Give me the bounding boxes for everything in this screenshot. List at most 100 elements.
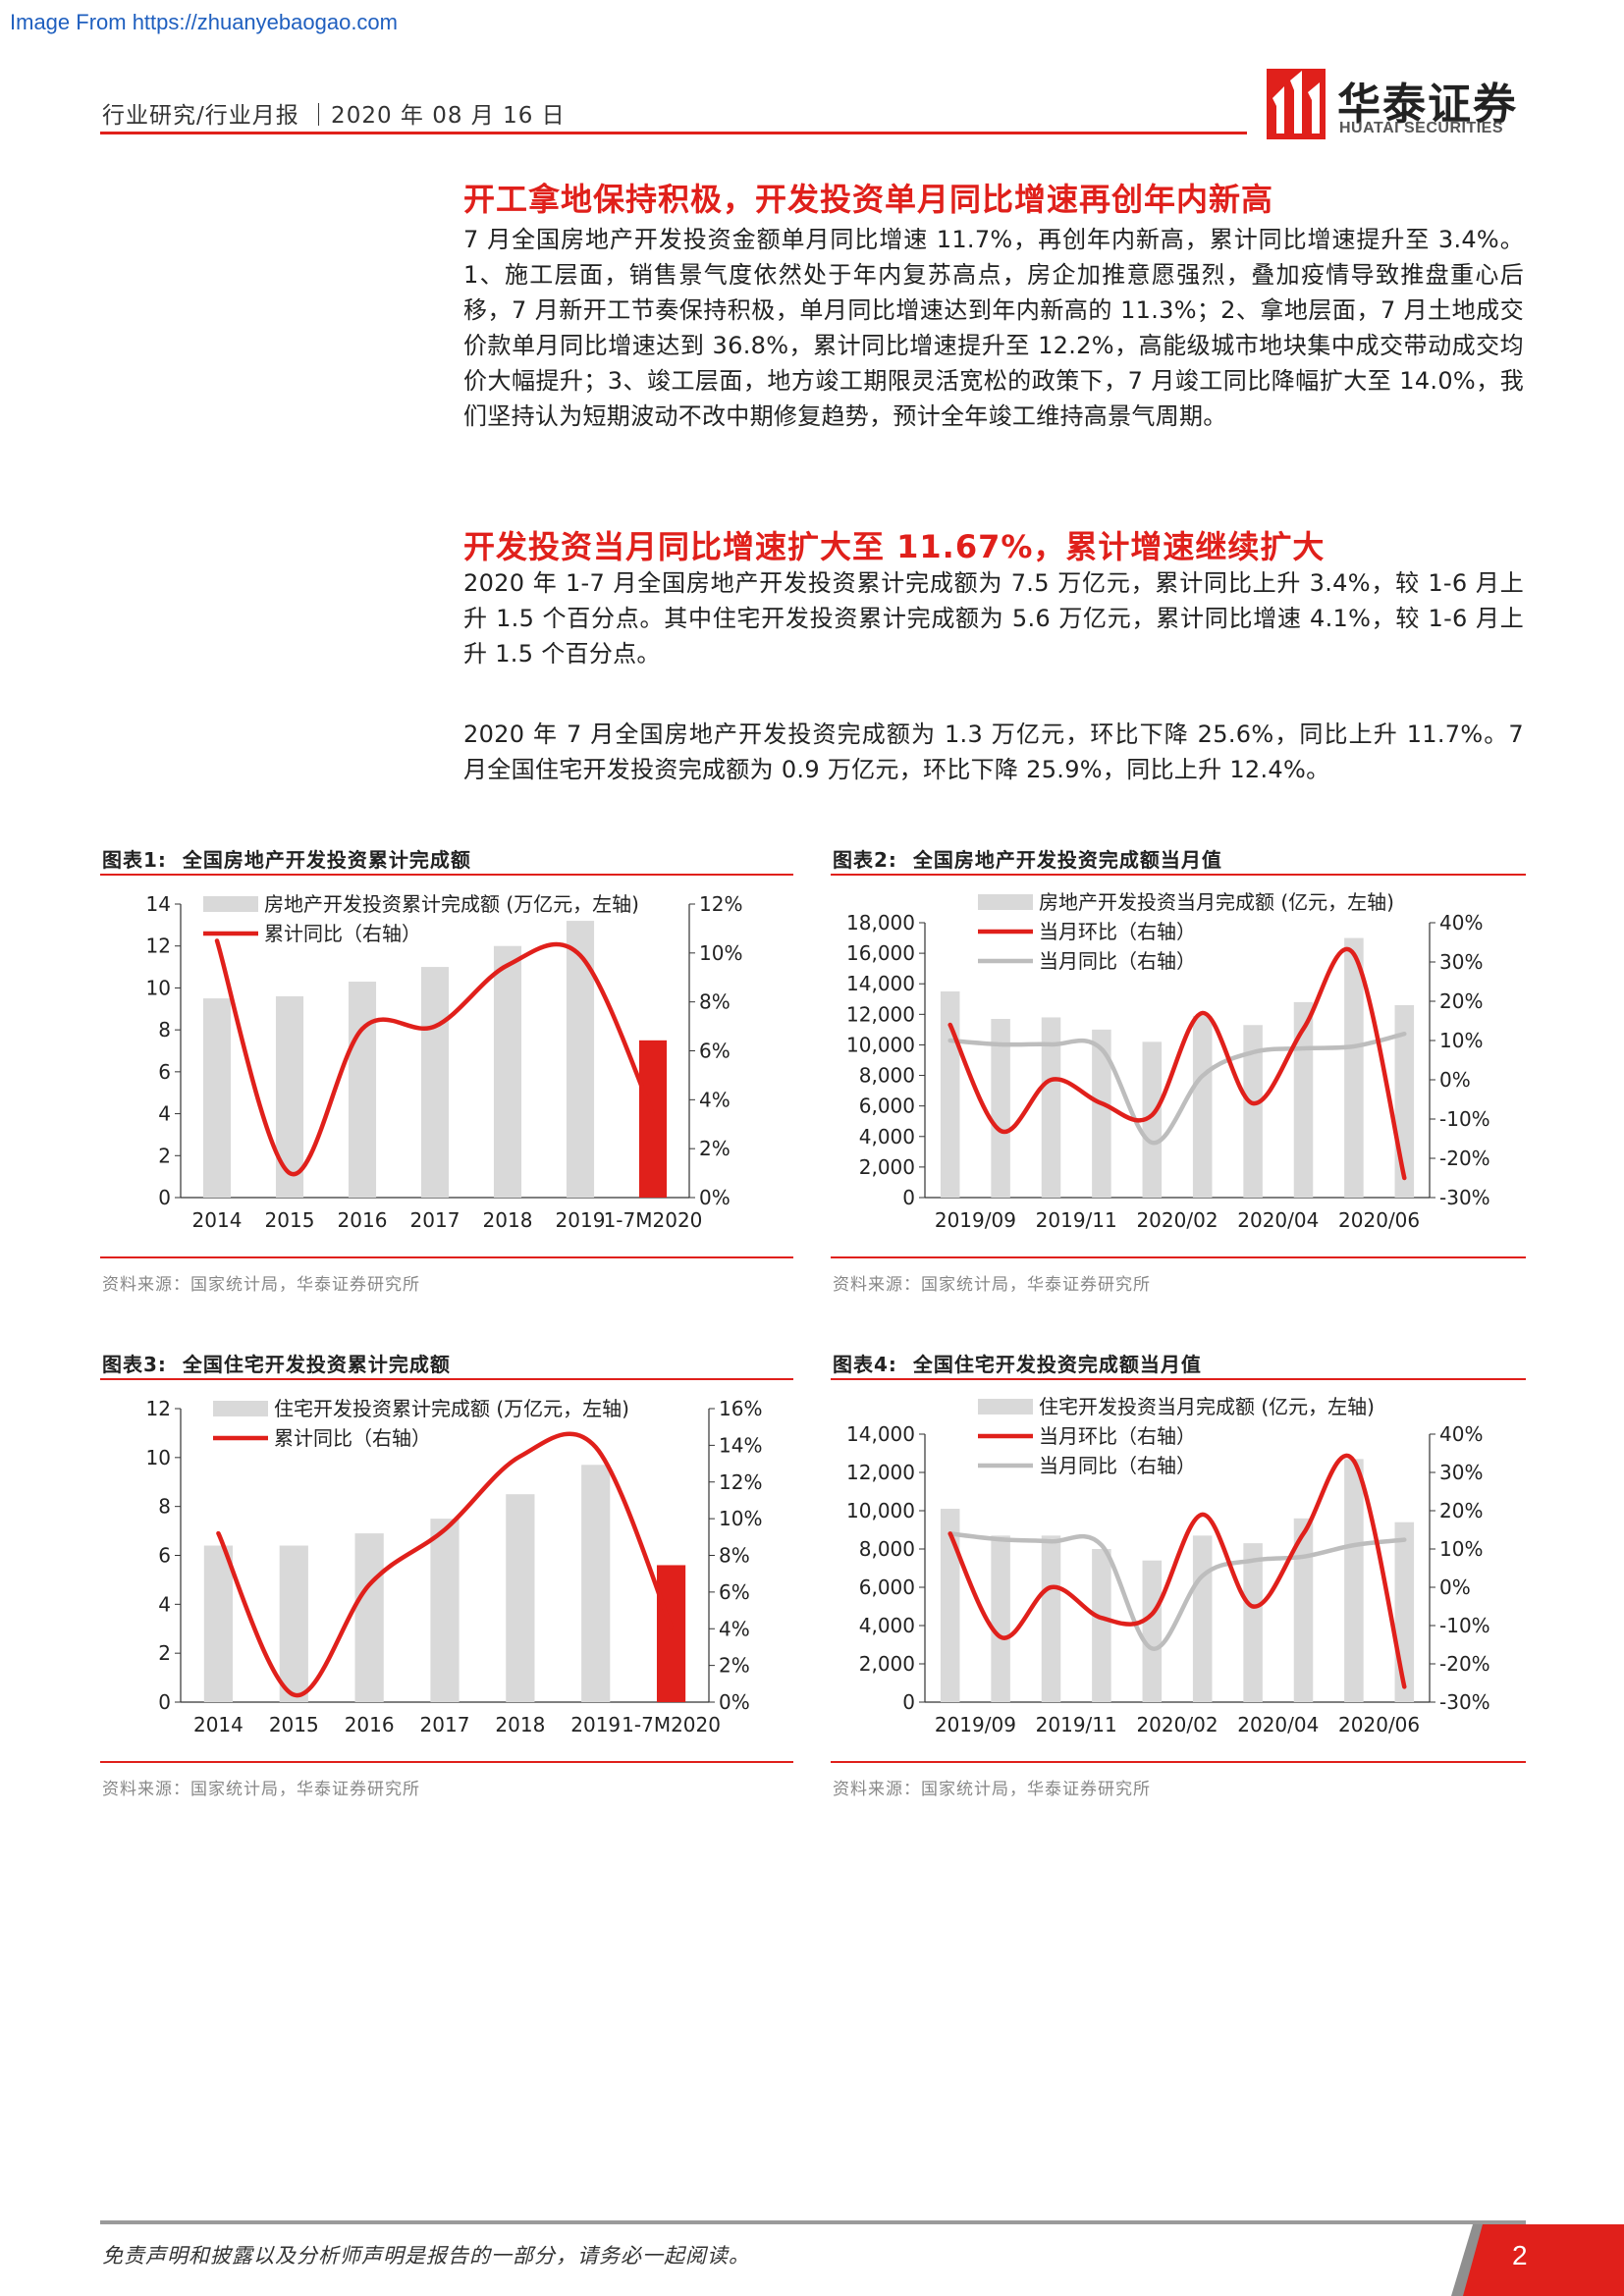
figure-1-source: 资料来源：国家统计局，华泰证券研究所 — [102, 1275, 420, 1295]
series-line — [216, 1431, 674, 1698]
y-tick-label-left: 10,000 — [846, 1033, 915, 1056]
y-tick-label-left: 8 — [158, 1495, 171, 1519]
bar — [420, 967, 450, 1198]
y-tick-label-left: 6 — [158, 1544, 171, 1568]
figure-4-title: 图表4: 全国住宅开发投资完成额当月值 — [833, 1349, 1202, 1377]
x-tick-label: 2019/11 — [1036, 1208, 1117, 1232]
page-number-tab — [1451, 2224, 1624, 2296]
bar — [1394, 1522, 1415, 1702]
figure-2-bottom-rule — [831, 1256, 1526, 1258]
bar — [566, 921, 595, 1198]
y-tick-label-left: 0 — [158, 1186, 171, 1209]
x-tick-label: 2020/04 — [1237, 1713, 1319, 1736]
y-tick-label-right: 0% — [1439, 1575, 1471, 1599]
figure-3-top-rule — [100, 1378, 793, 1380]
x-tick-label: 2019/09 — [935, 1208, 1016, 1232]
series-line — [947, 1453, 1407, 1689]
y-tick-label-right: 10% — [1439, 1029, 1483, 1052]
bar — [1041, 1535, 1061, 1702]
bar — [202, 998, 232, 1198]
y-tick-label-left: 14,000 — [846, 972, 915, 995]
series-line — [947, 946, 1407, 1181]
bar — [1092, 1029, 1111, 1198]
y-tick-label-right: 4% — [719, 1617, 750, 1640]
y-tick-label-right: 16% — [719, 1397, 762, 1420]
legend-swatch — [978, 894, 1033, 910]
y-tick-label-left: 2 — [158, 1641, 171, 1665]
y-tick-label-left: 8,000 — [859, 1537, 915, 1561]
y-tick-label-left: 10,000 — [846, 1499, 915, 1522]
x-tick-label: 2019 — [570, 1713, 621, 1736]
y-tick-label-right: 30% — [1439, 1461, 1483, 1484]
header-divider — [100, 132, 1247, 134]
section-paragraph: 2020 年 7 月全国房地产开发投资完成额为 1.3 万亿元，环比下降 25.… — [463, 721, 1524, 783]
y-tick-label-left: 12 — [146, 1397, 171, 1420]
x-tick-label: 2016 — [338, 1208, 388, 1232]
legend-label: 当月同比（右轴） — [1039, 1454, 1196, 1477]
bar — [506, 1494, 535, 1702]
y-tick-label-left: 2 — [158, 1144, 171, 1167]
x-tick-label: 2019 — [556, 1208, 606, 1232]
bar — [581, 1465, 611, 1702]
legend-label: 住宅开发投资累计完成额 (万亿元，左轴) — [274, 1397, 629, 1420]
x-tick-label: 2019/11 — [1036, 1713, 1117, 1736]
y-tick-label-left: 0 — [158, 1690, 171, 1714]
y-tick-label-right: -20% — [1439, 1147, 1490, 1170]
x-tick-label: 2016 — [345, 1713, 395, 1736]
chart-4: 0 2,000 4,000 6,000 8,000 10,000 12,000 14,000 -… — [846, 1395, 1490, 1736]
y-tick-label-left: 14 — [146, 892, 171, 916]
x-tick-label: 2014 — [192, 1208, 243, 1232]
bar — [991, 1019, 1010, 1198]
report-header: 行业研究/行业月报 ｜2020 年 08 月 16 日 — [102, 103, 566, 129]
bar — [1142, 1041, 1163, 1198]
figure-caption: 全国房地产开发投资累计完成额 — [182, 848, 471, 872]
logo-text-en: HUATAI SECURITIES — [1339, 120, 1504, 136]
y-tick-label-right: 40% — [1439, 1422, 1483, 1446]
figure-2-title: 图表2: 全国房地产开发投资完成额当月值 — [833, 844, 1222, 873]
bar — [1243, 1543, 1263, 1702]
x-tick-label: 2020/06 — [1338, 1208, 1420, 1232]
y-tick-label-left: 10 — [146, 1446, 171, 1469]
figure-3-bottom-rule — [100, 1761, 793, 1763]
bar — [1192, 1015, 1213, 1198]
y-tick-label-left: 4 — [158, 1102, 171, 1126]
x-tick-label: 2020/04 — [1237, 1208, 1319, 1232]
y-tick-label-left: 8,000 — [859, 1064, 915, 1088]
bar — [1344, 937, 1364, 1198]
y-tick-label-left: 2,000 — [859, 1652, 915, 1676]
y-tick-label-left: 6 — [158, 1060, 171, 1084]
x-tick-label: 2015 — [265, 1208, 315, 1232]
bar — [991, 1535, 1010, 1702]
bar — [1092, 1549, 1111, 1702]
y-tick-label-right: 30% — [1439, 950, 1483, 974]
y-tick-label-left: 4,000 — [859, 1125, 915, 1148]
figure-4-bottom-rule — [831, 1761, 1526, 1763]
section-heading: 开工拿地保持积极，开发投资单月同比增速再创年内新高 — [463, 181, 1274, 218]
bar — [1192, 1535, 1213, 1702]
x-tick-label: 2019/09 — [935, 1713, 1016, 1736]
y-tick-label-right: 2% — [719, 1654, 750, 1678]
legend-label: 累计同比（右轴） — [264, 922, 421, 945]
y-tick-label-right: 0% — [699, 1186, 731, 1209]
y-tick-label-left: 16,000 — [846, 941, 915, 965]
y-tick-label-right: 6% — [699, 1040, 731, 1063]
y-tick-label-left: 8 — [158, 1018, 171, 1041]
chart-1: 0 2 4 6 8 10 12 14 0% 2% 4% 6% 8% 10% 12% 2014 2015 2016 2… — [146, 892, 743, 1232]
chart-3: 0 2 4 6 8 10 12 0% 2% 4% 6% 8% 10% 12% 14% 16% 2014 2015 2… — [146, 1397, 763, 1736]
y-tick-label-left: 14,000 — [846, 1422, 915, 1446]
x-tick-label: 2017 — [420, 1713, 470, 1736]
y-tick-label-left: 6,000 — [859, 1095, 915, 1118]
y-tick-label-left: 0 — [902, 1690, 915, 1714]
y-tick-label-left: 4 — [158, 1592, 171, 1616]
y-tick-label-left: 6,000 — [859, 1575, 915, 1599]
bar — [1142, 1560, 1163, 1702]
huatai-logo-icon — [1267, 69, 1326, 139]
y-tick-label-left: 10 — [146, 976, 171, 999]
page-number: 2 — [1512, 2240, 1528, 2270]
y-tick-label-right: 14% — [719, 1433, 762, 1457]
source-link[interactable]: Image From https://zhuanyebaogao.com — [10, 10, 398, 34]
section-paragraph: 7 月全国房地产开发投资金额单月同比增速 11.7%，再创年内新高，累计同比增速… — [463, 226, 1524, 430]
bar — [656, 1565, 686, 1702]
y-tick-label-right: 10% — [1439, 1537, 1483, 1561]
bar — [1344, 1459, 1364, 1702]
